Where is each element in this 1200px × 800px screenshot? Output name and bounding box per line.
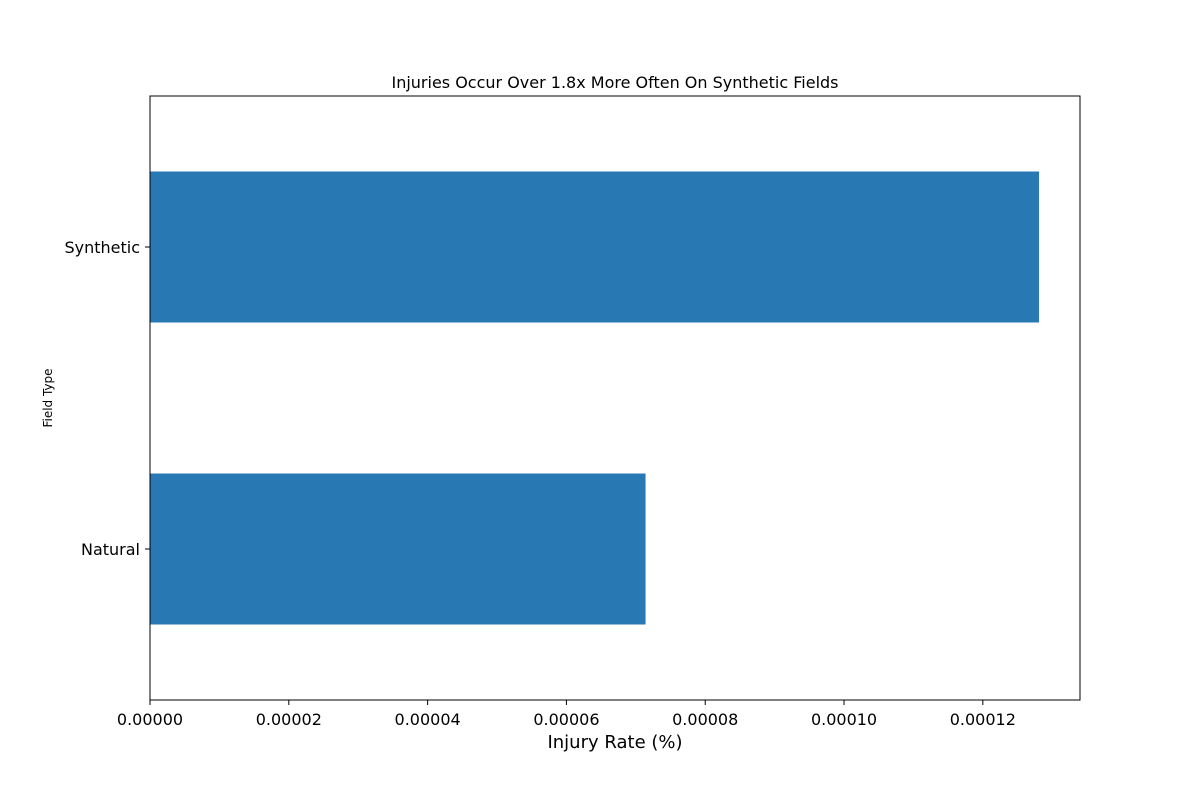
chart-title: Injuries Occur Over 1.8x More Often On S… bbox=[391, 73, 838, 92]
y-axis: Synthetic Natural bbox=[64, 238, 150, 559]
bar-synthetic bbox=[150, 171, 1040, 323]
y-tick-label: Natural bbox=[81, 540, 140, 559]
plot-frame bbox=[149, 95, 1081, 701]
y-axis-label: Field Type bbox=[41, 368, 55, 427]
x-tick-label: 0.00004 bbox=[395, 710, 461, 729]
y-tick-label: Synthetic bbox=[64, 238, 140, 257]
x-tick-label: 0.00002 bbox=[256, 710, 322, 729]
x-tick-label: 0.00008 bbox=[672, 710, 738, 729]
bars-group bbox=[150, 171, 1040, 625]
x-tick-label: 0.00000 bbox=[117, 710, 183, 729]
x-tick-label: 0.00012 bbox=[950, 710, 1016, 729]
x-axis: 0.00000 0.00002 0.00004 0.00006 0.00008 0.000… bbox=[117, 700, 1016, 729]
x-tick-label: 0.00010 bbox=[811, 710, 877, 729]
bar-natural bbox=[150, 473, 646, 625]
x-tick-label: 0.00006 bbox=[533, 710, 599, 729]
x-axis-label: Injury Rate (%) bbox=[547, 732, 682, 753]
